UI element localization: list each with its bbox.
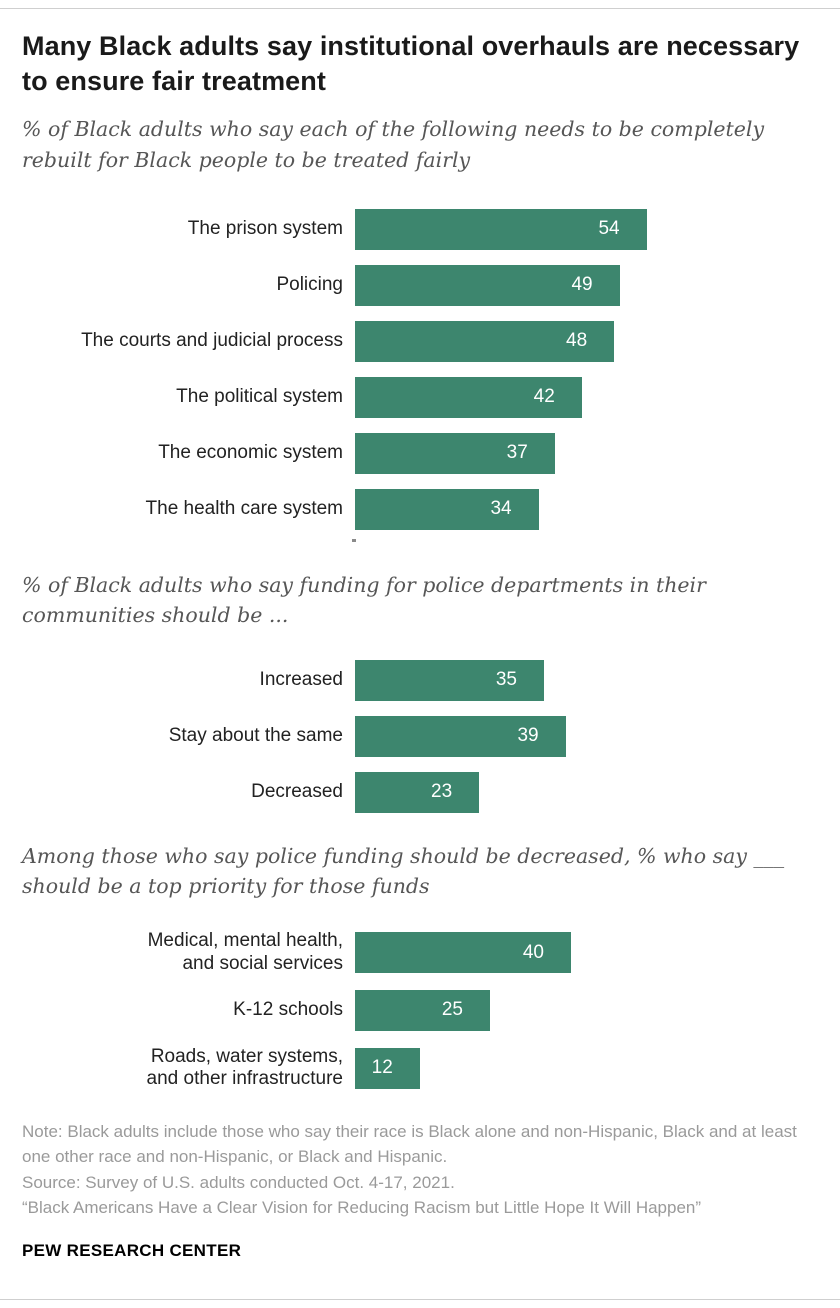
bar-category-label: Roads, water systems, and other infrastr… bbox=[146, 1045, 343, 1090]
bar: 37 bbox=[355, 432, 555, 474]
bar-value-label: 12 bbox=[371, 1057, 393, 1079]
bar-value-label: 23 bbox=[431, 781, 453, 802]
bar-row: Policing 49 bbox=[22, 264, 818, 306]
chart-page: Many Black adults say institutional over… bbox=[0, 29, 840, 1261]
bar: 35 bbox=[355, 659, 544, 701]
page-title: Many Black adults say institutional over… bbox=[22, 31, 800, 97]
bar-category-label: Policing bbox=[276, 274, 343, 296]
bar-category-label: Medical, mental health, and social servi… bbox=[147, 930, 343, 974]
bar-row: The political system 42 bbox=[22, 376, 818, 418]
bar-chart-police-funding: Increased 35 Stay about the same 39 Decrease… bbox=[22, 659, 818, 813]
bar: 48 bbox=[355, 320, 615, 362]
bar-row: Medical, mental health, and social servi… bbox=[22, 930, 818, 975]
bar-value-label: 35 bbox=[495, 669, 517, 690]
pew-research-center-logo: PEW RESEARCH CENTER bbox=[22, 1240, 242, 1260]
bar: 34 bbox=[355, 488, 539, 530]
axis-tick-mark bbox=[352, 538, 356, 542]
bar-value-label: 34 bbox=[490, 498, 512, 520]
bar-row: Roads, water systems, and other infrastr… bbox=[22, 1046, 818, 1091]
bar-row: The courts and judicial process 48 bbox=[22, 320, 818, 362]
bar-value-label: 54 bbox=[598, 218, 620, 240]
bar-row: The health care system 34 bbox=[22, 488, 818, 530]
bar: 39 bbox=[355, 715, 566, 757]
chart-subtitle-rebuilt: % of Black adults who say each of the fo… bbox=[22, 117, 765, 172]
bar-value-label: 39 bbox=[517, 725, 539, 746]
bar: 49 bbox=[355, 264, 620, 306]
bar: 42 bbox=[355, 376, 582, 418]
bar: 54 bbox=[355, 208, 647, 250]
footnotes: Note: Black adults include those who say… bbox=[22, 1119, 818, 1221]
chart-subtitle-funds-priority: Among those who say police funding shoul… bbox=[22, 843, 785, 898]
bar: 25 bbox=[355, 989, 490, 1031]
report-title-text: “Black Americans Have a Clear Vision for… bbox=[22, 1198, 702, 1218]
chart-subtitle-police-funding: % of Black adults who say funding for po… bbox=[22, 572, 706, 628]
bar-value-label: 40 bbox=[522, 941, 544, 963]
bar-chart-rebuilt-institutions: The prison system 54 Policing 49 The courts … bbox=[22, 208, 818, 530]
bar-value-label: 49 bbox=[571, 274, 593, 296]
bar-category-label: Increased bbox=[259, 668, 343, 690]
bar-category-label: The political system bbox=[176, 386, 343, 408]
bar-category-label: The health care system bbox=[145, 498, 343, 520]
bar-row: Increased 35 bbox=[22, 659, 818, 701]
top-divider bbox=[0, 8, 840, 9]
bar-value-label: 42 bbox=[533, 386, 555, 408]
source-text: Source: Survey of U.S. adults conducted … bbox=[22, 1172, 455, 1192]
note-text: Note: Black adults include those who say… bbox=[22, 1121, 797, 1167]
bar-row: The economic system 37 bbox=[22, 432, 818, 474]
bar-row: Decreased 23 bbox=[22, 771, 818, 813]
bar-category-label: The prison system bbox=[187, 218, 343, 240]
bar-chart-funds-priority: Medical, mental health, and social servi… bbox=[22, 930, 818, 1091]
bar-row: The prison system 54 bbox=[22, 208, 818, 250]
bar-category-label: The courts and judicial process bbox=[81, 330, 343, 352]
bar-category-label: The economic system bbox=[158, 442, 343, 464]
bar: 12 bbox=[355, 1047, 420, 1089]
bar-value-label: 25 bbox=[441, 999, 463, 1021]
bar-row: K-12 schools 25 bbox=[22, 989, 818, 1031]
bar-value-label: 48 bbox=[566, 330, 588, 352]
bar-category-label: Stay about the same bbox=[168, 724, 343, 746]
bar: 23 bbox=[355, 771, 480, 813]
bar-row: Stay about the same 39 bbox=[22, 715, 818, 757]
bar-category-label: K-12 schools bbox=[233, 999, 343, 1021]
bar: 40 bbox=[355, 932, 571, 974]
bar-category-label: Decreased bbox=[251, 780, 343, 802]
bar-value-label: 37 bbox=[506, 442, 528, 464]
